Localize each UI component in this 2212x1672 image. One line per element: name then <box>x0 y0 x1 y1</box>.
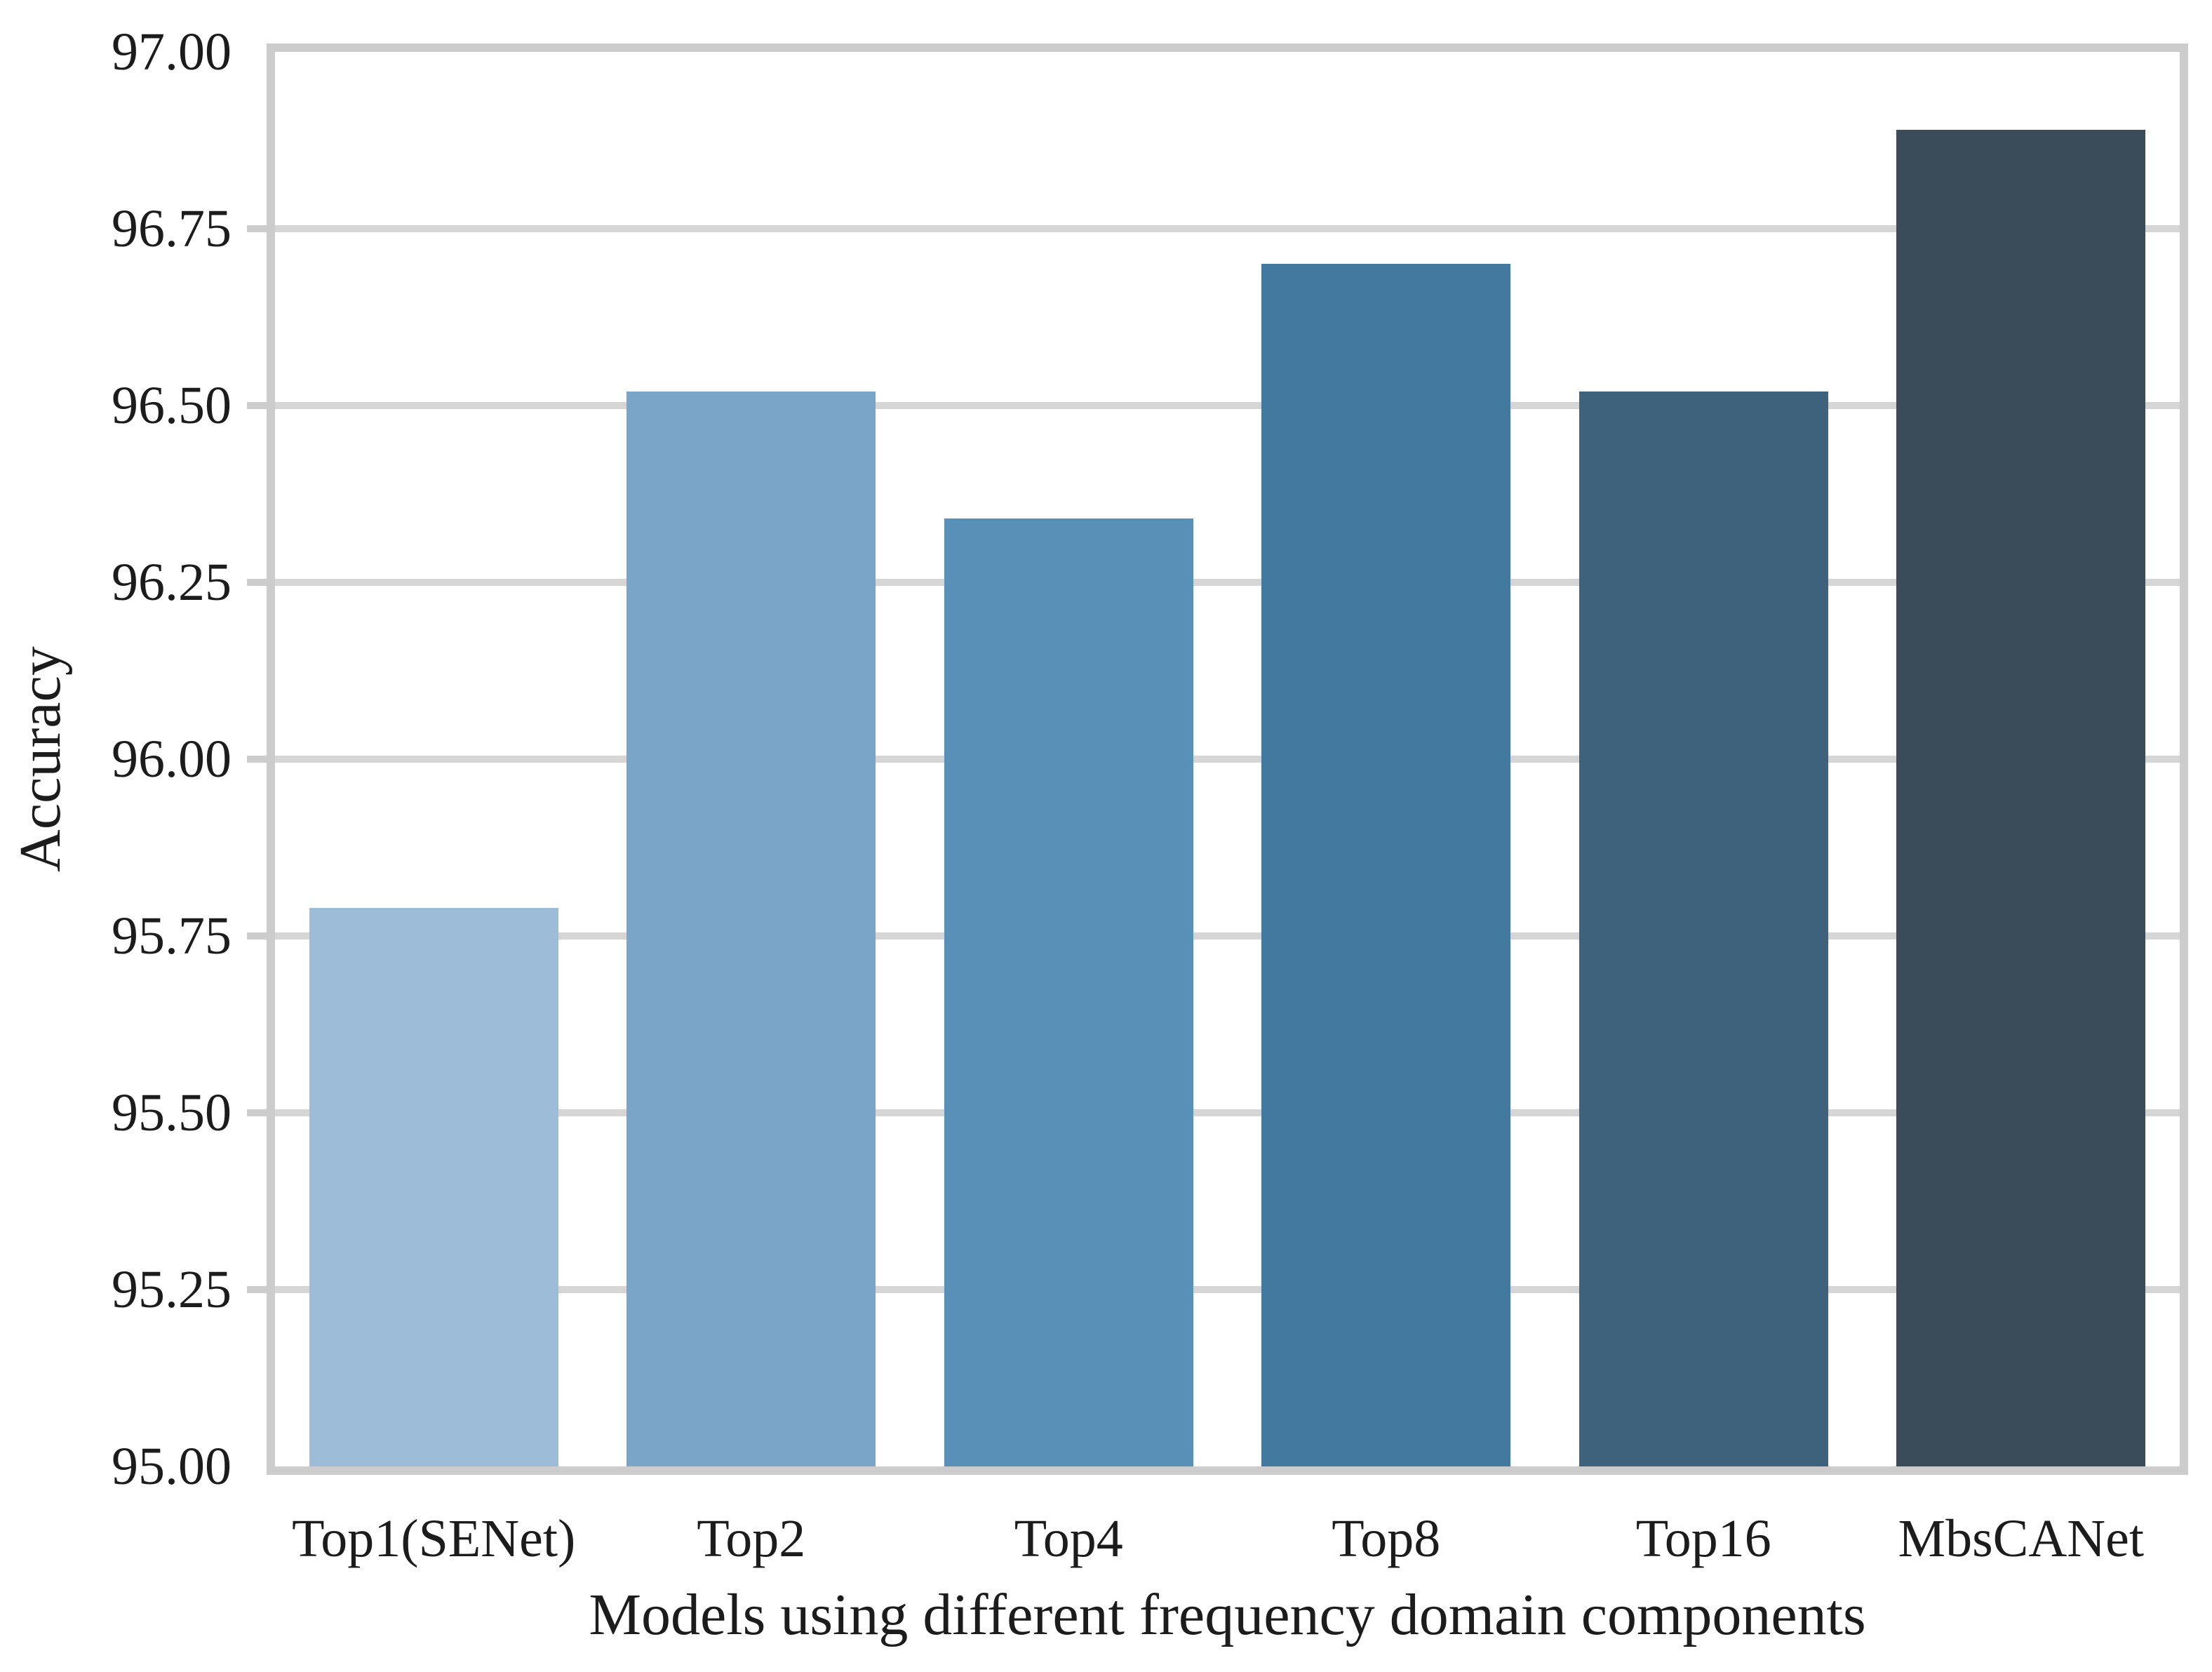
y-tick-mark <box>247 932 267 939</box>
y-tick-mark <box>247 756 267 763</box>
gridline <box>275 1286 2180 1293</box>
y-tick-label: 96.00 <box>112 730 232 789</box>
y-tick-mark <box>247 402 267 409</box>
x-tick-label: Top16 <box>1635 1509 1771 1568</box>
y-tick-label: 96.75 <box>112 199 232 258</box>
x-tick-label: Top2 <box>697 1509 806 1568</box>
x-tick-label: MbsCANet <box>1898 1509 2144 1568</box>
bar-mbscanet <box>1896 129 2146 1466</box>
y-tick-label: 95.25 <box>112 1260 232 1319</box>
x-tick-label: Top4 <box>1014 1509 1123 1568</box>
y-tick-label: 96.50 <box>112 376 232 435</box>
gridline <box>275 579 2180 586</box>
gridline <box>275 756 2180 763</box>
y-tick-mark <box>247 1286 267 1293</box>
x-axis-label: Models using different frequency domain … <box>589 1582 1866 1647</box>
y-tick-mark <box>247 579 267 586</box>
y-tick-label: 97.00 <box>112 22 232 81</box>
y-tick-mark <box>247 1109 267 1116</box>
bar-top2 <box>626 391 876 1466</box>
gridline <box>275 402 2180 409</box>
y-tick-label: 96.25 <box>112 553 232 612</box>
bar-top4 <box>944 519 1193 1466</box>
x-tick-label: Top1(SENet) <box>292 1509 576 1568</box>
x-tick-label: Top8 <box>1332 1509 1441 1568</box>
y-tick-mark <box>247 225 267 232</box>
gridline <box>275 1109 2180 1116</box>
gridline <box>275 225 2180 232</box>
y-tick-label: 95.00 <box>112 1437 232 1496</box>
gridline <box>275 932 2180 939</box>
plot-area <box>247 44 2188 1475</box>
y-tick-label: 95.50 <box>112 1083 232 1142</box>
bar-top1-senet- <box>309 907 558 1466</box>
bar-top16 <box>1578 391 1828 1466</box>
y-tick-label: 95.75 <box>112 907 232 965</box>
bar-top8 <box>1261 264 1511 1466</box>
